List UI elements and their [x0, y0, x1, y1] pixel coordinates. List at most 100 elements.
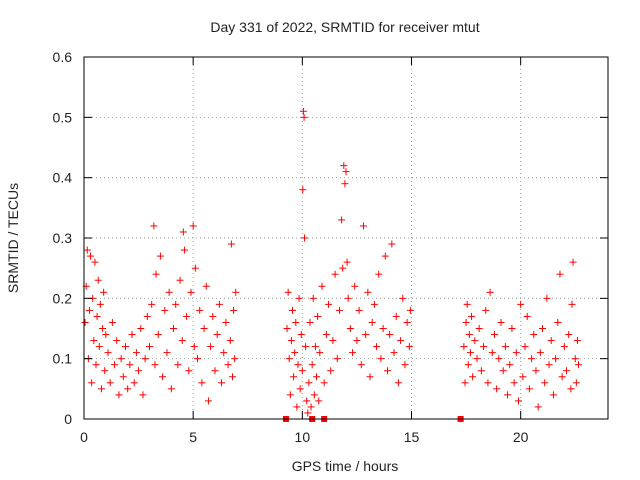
data-point [539, 325, 546, 332]
data-point [530, 331, 538, 339]
data-point [299, 107, 307, 115]
data-point [343, 258, 351, 266]
data-point [304, 409, 312, 417]
data-point [285, 355, 293, 363]
data-point [292, 318, 300, 326]
data-point [567, 385, 575, 393]
data-point [130, 379, 138, 387]
data-point [390, 349, 398, 357]
data-point [104, 349, 112, 357]
y-tick-label: 0.1 [53, 351, 73, 367]
data-point [314, 312, 322, 320]
data-point [373, 343, 381, 351]
data-point [512, 349, 520, 357]
data-point [194, 355, 202, 363]
data-point [554, 318, 562, 326]
data-point [517, 300, 525, 308]
data-point [303, 397, 311, 405]
data-point [222, 318, 230, 326]
data-point [549, 391, 557, 399]
data-point [482, 306, 490, 314]
data-point [461, 379, 469, 387]
data-point [468, 312, 476, 320]
data-point [569, 258, 577, 266]
data-point [111, 361, 119, 369]
data-point [565, 331, 573, 339]
data-point [519, 373, 527, 381]
data-point [176, 276, 184, 284]
data-point [302, 343, 310, 351]
data-point [228, 373, 236, 381]
data-point [552, 355, 560, 363]
y-axis-label: SRMTID / TECUs [5, 183, 21, 293]
data-point [232, 288, 240, 296]
data-point [309, 294, 317, 302]
data-point [493, 385, 501, 393]
data-point [152, 270, 160, 278]
data-point [290, 373, 298, 381]
data-point [305, 379, 313, 387]
data-point [211, 367, 219, 375]
data-point [313, 373, 321, 381]
data-point [283, 325, 291, 332]
data-point [294, 361, 302, 369]
data-point [97, 385, 105, 393]
data-point [315, 397, 323, 405]
data-point [563, 367, 571, 375]
y-tick-label: 0.2 [53, 290, 73, 306]
data-point [227, 240, 235, 248]
data-point [318, 282, 326, 290]
data-point [102, 331, 110, 339]
data-point [117, 355, 125, 363]
data-point [475, 325, 483, 332]
data-point [141, 355, 149, 363]
data-point [207, 343, 215, 351]
data-point [405, 343, 413, 351]
data-point [558, 373, 566, 381]
data-point [94, 276, 102, 284]
tick-labels: 0 0.1 0.2 0.3 0.4 0.5 0.6 0 5 10 15 20 [53, 49, 529, 445]
data-point [342, 168, 350, 176]
data-point [541, 379, 549, 387]
data-point [406, 306, 414, 314]
data-point [532, 367, 540, 375]
data-point [93, 312, 101, 320]
data-point [146, 343, 153, 351]
data-point [375, 270, 383, 278]
data-point [465, 331, 473, 339]
data-point [349, 349, 357, 357]
data-point [137, 325, 145, 332]
data-point [189, 222, 197, 230]
data-point [464, 361, 472, 369]
y-tick-label: 0.5 [53, 109, 73, 125]
data-point [392, 312, 400, 320]
data-point [571, 355, 579, 363]
data-point [466, 349, 474, 357]
data-point [364, 288, 372, 296]
data-point [100, 288, 108, 296]
data-point [224, 361, 232, 369]
data-point [151, 361, 159, 369]
data-point [344, 294, 352, 302]
data-point [355, 306, 363, 314]
data-point [495, 355, 503, 363]
data-point [536, 349, 544, 357]
data-point [394, 379, 402, 387]
data-point [339, 264, 347, 272]
data-point [296, 385, 304, 393]
data-point [322, 331, 330, 339]
data-point [115, 391, 123, 399]
data-point [170, 325, 178, 332]
data-point [185, 367, 193, 375]
data-point [488, 349, 496, 357]
data-point [353, 337, 361, 345]
data-point [399, 294, 407, 302]
data-point [381, 252, 389, 260]
data-point [83, 246, 91, 254]
data-point [359, 222, 367, 230]
data-point [490, 331, 498, 339]
data-point [463, 300, 471, 308]
data-point [286, 391, 294, 399]
data-point [473, 355, 481, 363]
data-point [124, 385, 132, 393]
